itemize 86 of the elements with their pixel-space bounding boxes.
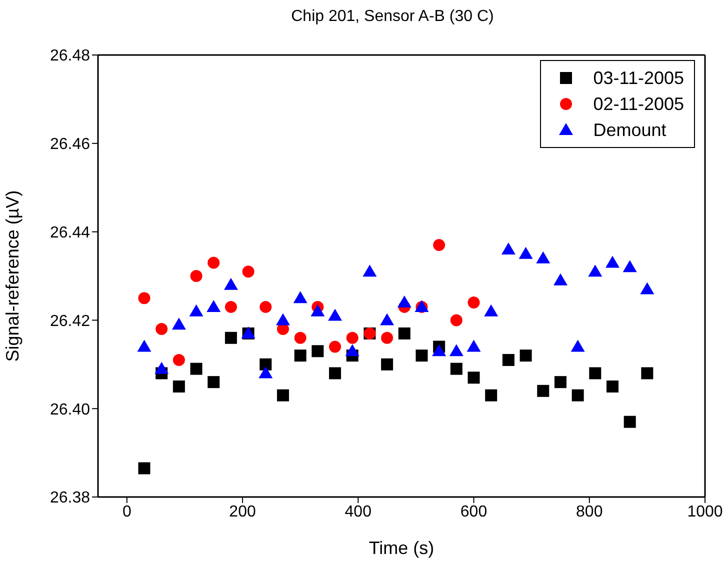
x-tick-label: 1000	[687, 503, 723, 520]
point	[606, 380, 619, 392]
y-tick-label: 26.48	[50, 48, 90, 65]
point	[606, 256, 620, 268]
point	[624, 416, 636, 428]
point	[224, 278, 238, 290]
point	[242, 266, 254, 278]
point	[520, 350, 532, 362]
point	[346, 332, 358, 344]
point	[554, 376, 566, 388]
point	[380, 313, 394, 326]
point	[381, 332, 394, 344]
point	[450, 314, 462, 326]
point	[588, 264, 602, 277]
point	[485, 389, 498, 402]
point	[294, 332, 306, 344]
point	[156, 323, 168, 336]
point	[518, 246, 533, 259]
point	[208, 256, 220, 269]
point	[258, 366, 273, 378]
point	[640, 282, 654, 294]
point	[572, 389, 584, 402]
x-axis-title: Time (s)	[368, 538, 434, 558]
point	[570, 340, 585, 352]
point	[208, 376, 220, 388]
point	[553, 273, 568, 286]
point	[589, 367, 602, 380]
point	[536, 251, 550, 264]
point	[189, 304, 204, 316]
point	[484, 304, 498, 316]
point	[293, 291, 308, 304]
legend-label: Demount	[593, 120, 666, 140]
y-axis-title: Signal-reference (µV)	[2, 190, 22, 362]
point	[449, 344, 464, 356]
point	[381, 358, 394, 370]
point	[224, 300, 237, 313]
point	[466, 340, 481, 352]
point	[641, 367, 654, 380]
point	[433, 239, 446, 252]
x-tick-label: 800	[576, 503, 603, 520]
point	[329, 340, 342, 353]
point	[260, 358, 272, 370]
x-tick-label: 0	[122, 503, 132, 520]
x-tick-label: 400	[344, 503, 372, 520]
x-tick-label: 200	[229, 503, 256, 520]
point	[206, 300, 221, 312]
y-tick-label: 26.44	[50, 224, 90, 242]
point	[416, 350, 428, 362]
point	[345, 344, 360, 356]
legend-label: 03-11-2005	[593, 68, 684, 88]
point	[137, 340, 152, 352]
point	[468, 372, 480, 384]
point	[276, 389, 289, 402]
chart-title: Chip 201, Sensor A-B (30 C)	[290, 8, 495, 26]
point	[172, 318, 186, 330]
point	[154, 362, 169, 374]
point	[138, 462, 150, 474]
point	[622, 260, 637, 272]
point	[362, 264, 377, 277]
point	[450, 362, 462, 375]
x-tick-label: 600	[460, 503, 488, 520]
point	[502, 354, 514, 366]
point	[294, 350, 306, 362]
point	[190, 362, 202, 375]
point	[468, 296, 480, 309]
point	[397, 296, 412, 308]
point	[172, 380, 185, 392]
point	[312, 345, 324, 358]
point	[224, 332, 237, 344]
point	[190, 270, 202, 282]
legend-label: 02-11-2005	[593, 94, 684, 114]
point	[310, 304, 325, 316]
y-tick-label: 26.46	[50, 136, 90, 154]
point	[537, 384, 550, 397]
point	[138, 292, 150, 304]
y-tick-label: 26.38	[50, 490, 90, 507]
y-tick-label: 26.40	[50, 401, 90, 418]
point	[328, 308, 342, 321]
point	[432, 344, 446, 356]
point	[172, 354, 185, 366]
point	[501, 242, 516, 254]
y-tick-label: 26.42	[50, 312, 90, 330]
point	[260, 300, 272, 313]
point	[398, 327, 410, 340]
point	[329, 367, 342, 380]
point	[276, 313, 290, 326]
